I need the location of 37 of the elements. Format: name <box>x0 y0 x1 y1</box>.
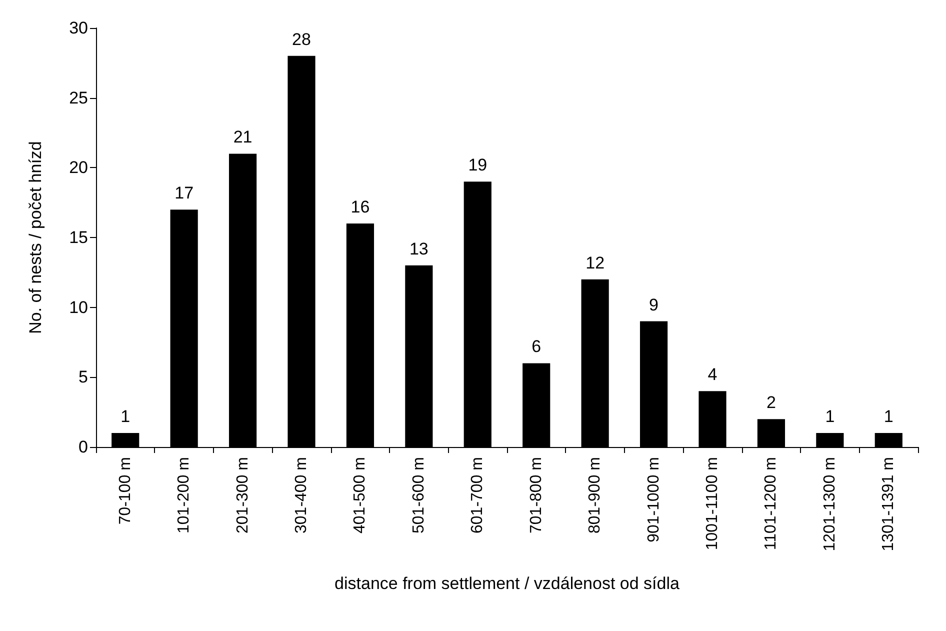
data-label: 1 <box>825 407 835 426</box>
data-label: 2 <box>766 393 776 412</box>
y-tick-label: 15 <box>69 228 88 247</box>
x-tick-label: 1001-1100 m <box>704 457 721 550</box>
x-tick-label: 1101-1200 m <box>762 457 780 550</box>
y-axis-title: No. of nests / počet hnízd <box>26 141 45 334</box>
y-tick-label: 10 <box>69 298 88 317</box>
x-tick-label: 1301-1391 m <box>880 457 898 552</box>
y-tick-label: 25 <box>69 88 88 108</box>
data-label: 28 <box>292 30 311 49</box>
x-tick-label: 70-100 m <box>116 457 134 525</box>
data-label: 6 <box>532 337 542 356</box>
data-label: 12 <box>586 253 605 272</box>
data-label: 1 <box>884 407 894 426</box>
x-tick-label: 401-500 m <box>352 457 369 534</box>
x-tick-label: 701-800 m <box>528 457 545 534</box>
x-tick-label: 1201-1300 m <box>821 457 838 552</box>
data-label: 1 <box>120 407 130 426</box>
data-label: 21 <box>233 128 252 147</box>
data-label: 19 <box>468 156 488 175</box>
data-label: 13 <box>409 239 428 258</box>
data-label: 4 <box>708 365 718 384</box>
x-tick-label: 201-300 m <box>234 457 252 534</box>
x-tick-label: 101-200 m <box>176 457 193 534</box>
data-label: 16 <box>350 198 370 217</box>
y-tick-label: 5 <box>78 368 88 387</box>
x-axis-title: distance from settlement / vzdálenost od sídla <box>334 574 680 593</box>
x-tick-label: 901-1000 m <box>645 457 662 542</box>
x-tick-label: 301-400 m <box>293 457 310 534</box>
x-tick-label: 601-700 m <box>469 457 486 534</box>
x-tick-label: 801-900 m <box>586 457 604 534</box>
x-tick-label: 501-600 m <box>410 457 428 534</box>
y-tick-label: 0 <box>78 438 88 456</box>
y-tick-label: 30 <box>69 18 88 38</box>
data-label: 9 <box>649 295 659 314</box>
data-label: 17 <box>174 184 194 203</box>
y-tick-label: 20 <box>69 158 88 178</box>
